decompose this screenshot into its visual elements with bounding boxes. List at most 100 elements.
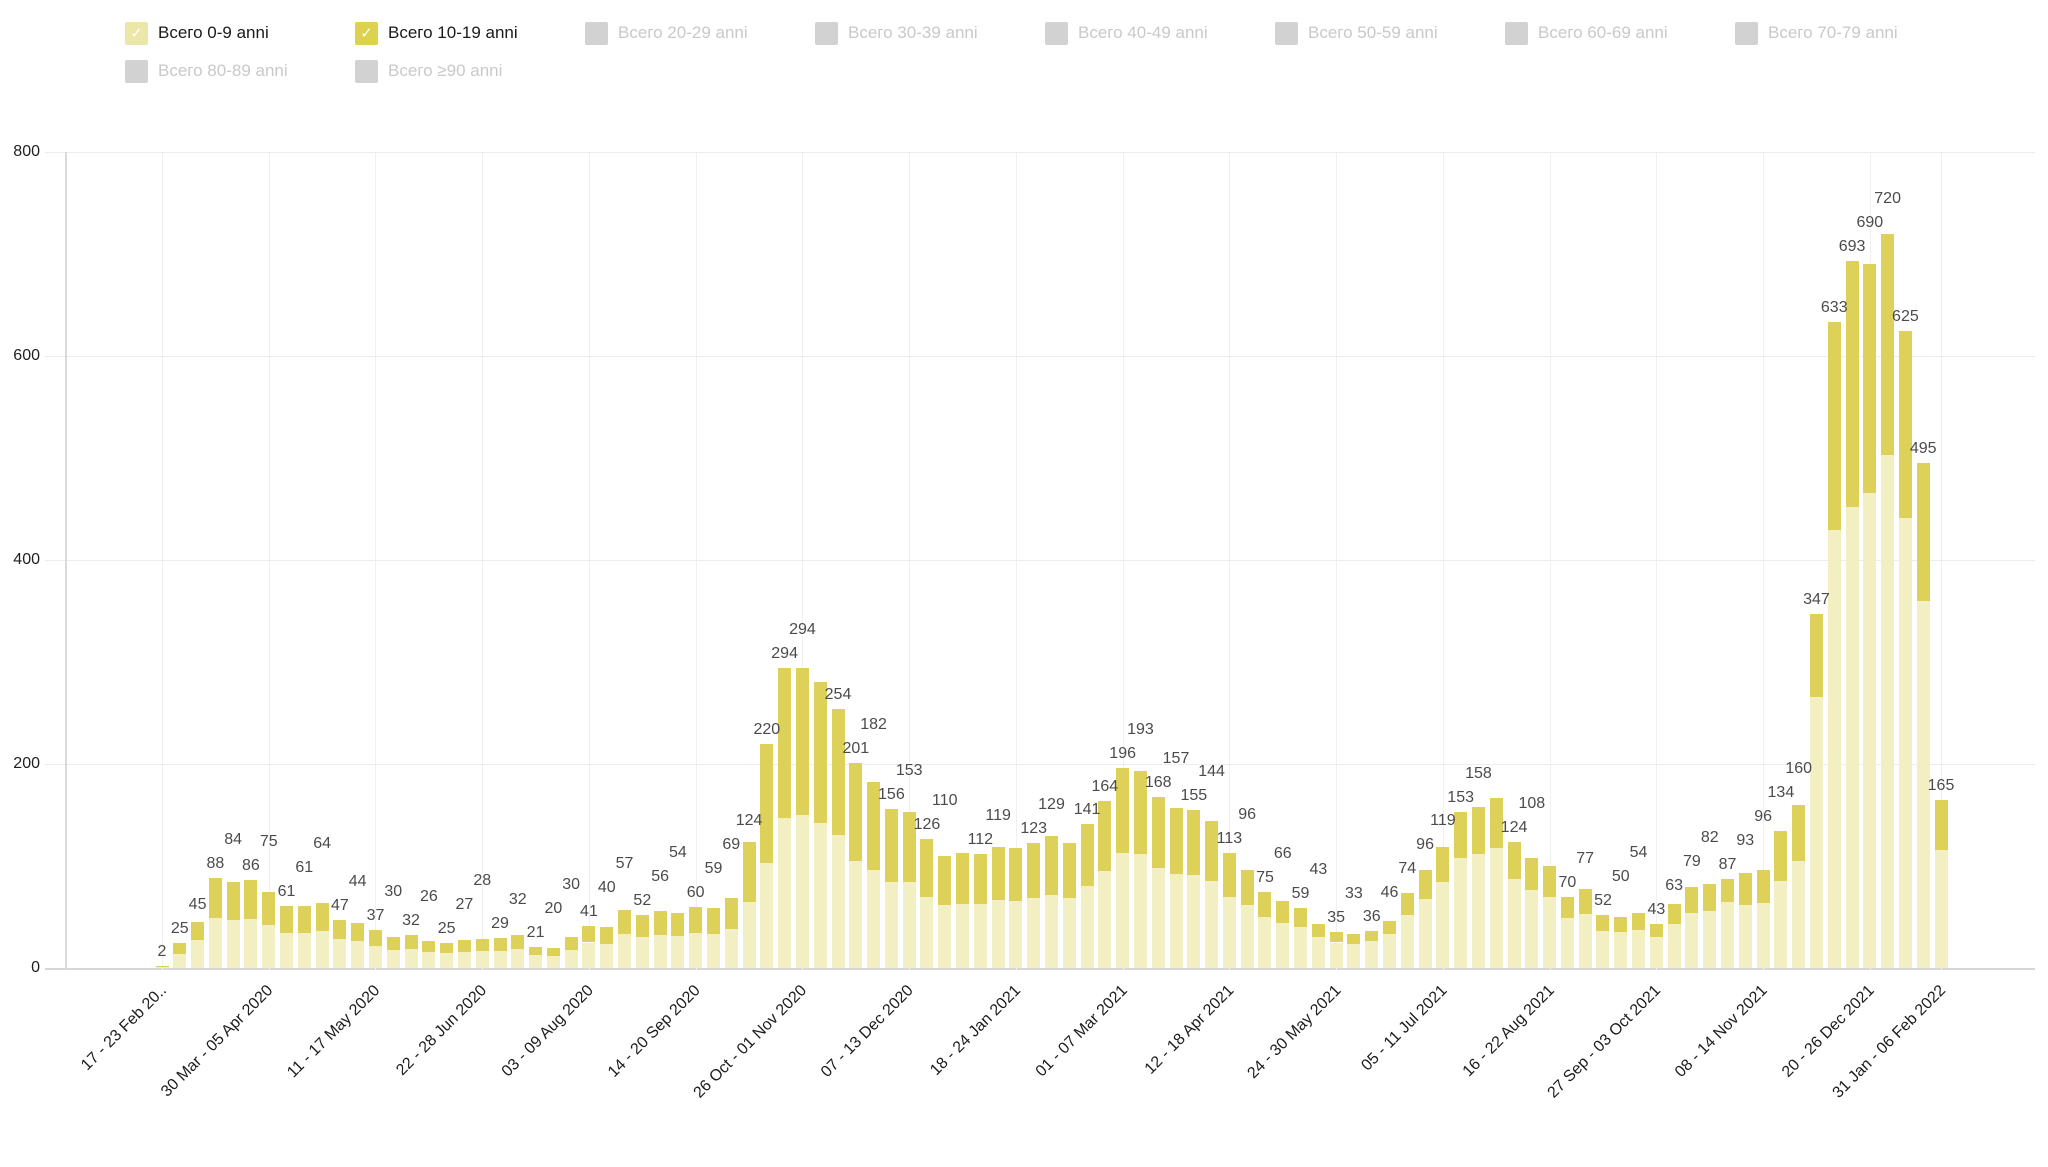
bar-segment-0-9[interactable] [529, 954, 543, 968]
bar-segment-10-19[interactable] [1347, 934, 1361, 944]
bar-segment-0-9[interactable] [991, 899, 1005, 968]
bar-segment-10-19[interactable] [991, 846, 1005, 900]
bar-segment-0-9[interactable] [1614, 932, 1628, 968]
bar-segment-0-9[interactable] [1489, 847, 1503, 968]
bar-segment-0-9[interactable] [1863, 492, 1877, 968]
bar-segment-0-9[interactable] [1738, 904, 1752, 968]
bar-segment-0-9[interactable] [1418, 898, 1432, 968]
bar-segment-10-19[interactable] [315, 902, 329, 932]
bar-segment-0-9[interactable] [1507, 879, 1521, 968]
bar-segment-10-19[interactable] [1898, 330, 1912, 519]
bar-segment-0-9[interactable] [1169, 874, 1183, 968]
bar-segment-0-9[interactable] [173, 953, 187, 968]
bar-segment-10-19[interactable] [600, 927, 614, 944]
legend-item-60-69[interactable]: Всего 60-69 anni [1505, 21, 1735, 45]
bar-segment-10-19[interactable] [226, 882, 240, 921]
bar-segment-10-19[interactable] [564, 937, 578, 950]
legend-checkbox-icon[interactable] [355, 59, 378, 83]
bar-segment-0-9[interactable] [1809, 696, 1823, 968]
bar-segment-10-19[interactable] [778, 668, 792, 819]
bar-segment-0-9[interactable] [297, 933, 311, 968]
legend-checkbox-icon[interactable] [1275, 21, 1298, 45]
bar-segment-10-19[interactable] [457, 940, 471, 952]
bar-segment-0-9[interactable] [333, 939, 347, 968]
bar-segment-10-19[interactable] [280, 905, 294, 934]
bar-segment-10-19[interactable] [1827, 322, 1841, 531]
legend-checkbox-icon[interactable] [125, 59, 148, 83]
bar-segment-0-9[interactable] [244, 919, 258, 968]
bar-segment-0-9[interactable] [1009, 900, 1023, 968]
bar-segment-10-19[interactable] [1667, 903, 1681, 925]
legend-item-0-9[interactable]: ✓ Всего 0-9 anni [125, 21, 355, 45]
legend-item-30-39[interactable]: Всего 30-39 anni [815, 21, 1045, 45]
bar-segment-10-19[interactable] [368, 930, 382, 946]
bar-segment-10-19[interactable] [973, 853, 987, 904]
bar-segment-10-19[interactable] [351, 923, 365, 942]
bar-segment-10-19[interactable] [208, 878, 222, 918]
legend-item-80-89[interactable]: Всего 80-89 anni [125, 59, 355, 83]
bar-segment-0-9[interactable] [1240, 904, 1254, 968]
bar-segment-0-9[interactable] [1258, 917, 1272, 968]
bar-segment-0-9[interactable] [422, 951, 436, 968]
bar-segment-10-19[interactable] [884, 808, 898, 883]
bar-segment-0-9[interactable] [1276, 923, 1290, 968]
bar-segment-0-9[interactable] [1756, 902, 1770, 968]
bar-segment-10-19[interactable] [1471, 806, 1485, 854]
legend-checkbox-icon[interactable] [1045, 21, 1068, 45]
bar-segment-0-9[interactable] [938, 904, 952, 968]
bar-segment-10-19[interactable] [1774, 831, 1788, 882]
bar-segment-10-19[interactable] [1596, 914, 1610, 932]
bar-segment-10-19[interactable] [173, 942, 187, 954]
bar-segment-10-19[interactable] [1756, 870, 1770, 903]
bar-segment-10-19[interactable] [1400, 892, 1414, 915]
bar-segment-10-19[interactable] [1809, 614, 1823, 697]
bar-segment-10-19[interactable] [706, 907, 720, 935]
bar-segment-10-19[interactable] [635, 914, 649, 938]
bar-segment-0-9[interactable] [1898, 518, 1912, 968]
bar-segment-0-9[interactable] [1649, 937, 1663, 968]
bar-segment-0-9[interactable] [1062, 897, 1076, 968]
bar-segment-0-9[interactable] [351, 941, 365, 968]
bar-segment-0-9[interactable] [1400, 914, 1414, 968]
bar-segment-0-9[interactable] [760, 862, 774, 968]
bar-segment-0-9[interactable] [493, 950, 507, 968]
bar-segment-0-9[interactable] [1205, 881, 1219, 968]
bar-segment-10-19[interactable] [1222, 852, 1236, 897]
bar-segment-0-9[interactable] [671, 936, 685, 968]
bar-segment-0-9[interactable] [1294, 927, 1308, 968]
bar-segment-10-19[interactable] [831, 708, 845, 836]
bar-segment-10-19[interactable] [1507, 841, 1521, 880]
bar-segment-0-9[interactable] [1222, 896, 1236, 968]
bar-segment-0-9[interactable] [742, 901, 756, 968]
bar-segment-0-9[interactable] [1525, 890, 1539, 968]
bar-segment-10-19[interactable] [440, 942, 454, 953]
bar-segment-10-19[interactable] [795, 668, 809, 815]
bar-segment-10-19[interactable] [867, 782, 881, 871]
bar-segment-0-9[interactable] [511, 948, 525, 968]
bar-segment-0-9[interactable] [618, 934, 632, 968]
bar-segment-10-19[interactable] [1151, 796, 1165, 869]
bar-segment-0-9[interactable] [1560, 918, 1574, 968]
bar-segment-0-9[interactable] [1471, 853, 1485, 968]
bar-segment-0-9[interactable] [1596, 931, 1610, 968]
bar-segment-0-9[interactable] [1667, 924, 1681, 968]
bar-segment-10-19[interactable] [493, 938, 507, 951]
bar-segment-10-19[interactable] [1365, 931, 1379, 942]
bar-segment-10-19[interactable] [1187, 809, 1201, 876]
bar-segment-0-9[interactable] [1347, 943, 1361, 968]
bar-segment-10-19[interactable] [1311, 924, 1325, 938]
bar-segment-0-9[interactable] [1774, 881, 1788, 968]
bar-segment-0-9[interactable] [600, 943, 614, 968]
bar-segment-10-19[interactable] [689, 906, 703, 934]
bar-segment-0-9[interactable] [1187, 875, 1201, 968]
bar-segment-10-19[interactable] [1062, 842, 1076, 898]
bar-segment-0-9[interactable] [1685, 912, 1699, 968]
legend-item-20-29[interactable]: Всего 20-29 anni [585, 21, 815, 45]
legend-item-90[interactable]: Всего ≥90 anni [355, 59, 585, 83]
bar-segment-10-19[interactable] [1258, 891, 1272, 917]
bar-segment-0-9[interactable] [262, 925, 276, 968]
bar-segment-0-9[interactable] [155, 966, 169, 968]
bar-segment-0-9[interactable] [1098, 871, 1112, 968]
bar-segment-10-19[interactable] [1454, 811, 1468, 858]
bar-segment-0-9[interactable] [440, 952, 454, 968]
